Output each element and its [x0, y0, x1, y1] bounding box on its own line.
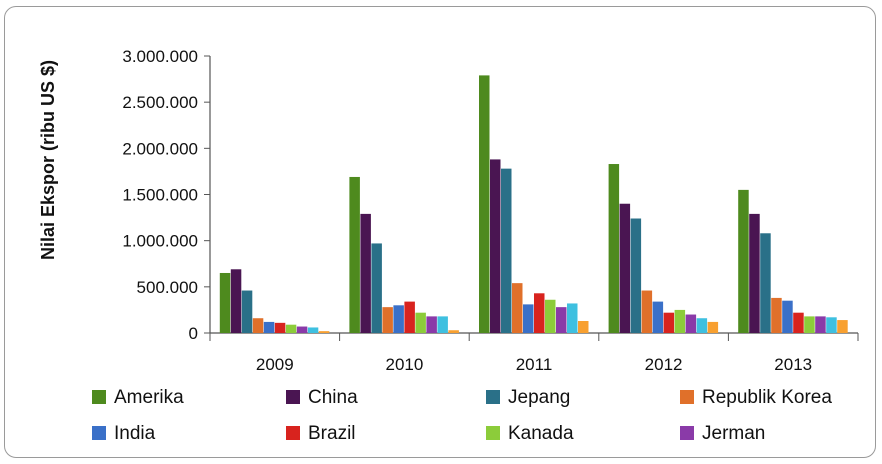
legend-label: Kanada — [508, 423, 574, 444]
bar — [696, 318, 708, 333]
bar — [578, 320, 589, 333]
bar — [219, 272, 231, 333]
bar — [707, 321, 719, 333]
bar — [523, 304, 534, 333]
bar — [360, 213, 371, 333]
y-tick-label: 0 — [189, 324, 198, 343]
bar — [782, 300, 793, 333]
y-tick-label: 3.000.000 — [122, 47, 198, 66]
bar — [674, 309, 686, 333]
bar — [263, 321, 275, 333]
bar — [771, 297, 782, 333]
legend-swatch — [286, 426, 300, 440]
legend-swatch — [92, 390, 106, 404]
bar — [545, 299, 556, 333]
bar — [307, 327, 319, 333]
bar — [349, 176, 360, 333]
bar — [619, 203, 631, 333]
bar — [663, 312, 675, 333]
legend-swatch — [92, 426, 106, 440]
y-tick-label: 500.000 — [137, 278, 198, 297]
x-tick-label: 2013 — [774, 355, 812, 374]
bar — [826, 317, 837, 333]
legend-label: Brazil — [308, 423, 356, 444]
legend-label: China — [308, 387, 358, 408]
legend-swatch — [680, 390, 694, 404]
x-tick-label: 2011 — [516, 355, 553, 374]
bar — [685, 314, 697, 333]
bar — [641, 290, 653, 333]
bar — [404, 301, 415, 333]
y-tick-label: 2.000.000 — [122, 139, 198, 158]
bar — [415, 312, 426, 333]
bar — [230, 269, 242, 333]
bar — [749, 213, 760, 333]
bar — [241, 290, 253, 333]
bar — [285, 324, 297, 333]
bar — [382, 307, 393, 333]
legend-swatch — [680, 426, 694, 440]
legend-label: India — [114, 423, 156, 444]
bar — [760, 233, 771, 333]
bar — [501, 168, 512, 333]
bar — [815, 316, 826, 333]
bar — [252, 318, 264, 333]
y-tick-label: 1.000.000 — [122, 232, 198, 251]
x-tick-label: 2010 — [385, 355, 423, 374]
bar — [534, 293, 545, 333]
bar — [479, 75, 490, 333]
bar — [296, 326, 308, 333]
bar — [426, 316, 437, 333]
y-tick-label: 2.500.000 — [122, 93, 198, 112]
legend-swatch — [486, 390, 500, 404]
legend-swatch — [286, 390, 300, 404]
y-tick-label: 1.500.000 — [122, 186, 198, 205]
bar — [274, 322, 286, 333]
bar — [630, 218, 642, 333]
bar — [318, 331, 330, 333]
x-tick-label: 2012 — [645, 355, 683, 374]
bar — [393, 305, 404, 333]
legend-label: Jepang — [508, 387, 570, 408]
bar — [567, 303, 578, 333]
plot-area: 0 500.000 1.000.000 1.500.000 2.000.000 2.500… — [122, 47, 859, 374]
bar — [804, 316, 815, 333]
bar — [448, 330, 459, 333]
bar — [793, 312, 804, 333]
bar — [371, 243, 382, 333]
legend-label: Amerika — [114, 387, 184, 408]
chart-frame — [4, 6, 876, 458]
legend-label: Republik Korea — [702, 387, 832, 408]
bar — [490, 159, 501, 333]
bar — [512, 283, 523, 333]
y-axis-label: Nilai Ekspor (ribu US $) — [38, 60, 58, 260]
bar — [837, 320, 848, 333]
legend: Amerika China Jepang Republik Korea India Bra… — [92, 387, 832, 444]
bar — [652, 301, 664, 333]
x-tick-label: 2009 — [256, 355, 294, 374]
bar — [738, 189, 749, 333]
legend-label: Jerman — [702, 423, 765, 444]
bar — [437, 316, 448, 333]
bar — [608, 164, 620, 333]
legend-swatch — [486, 426, 500, 440]
bar — [556, 307, 567, 333]
